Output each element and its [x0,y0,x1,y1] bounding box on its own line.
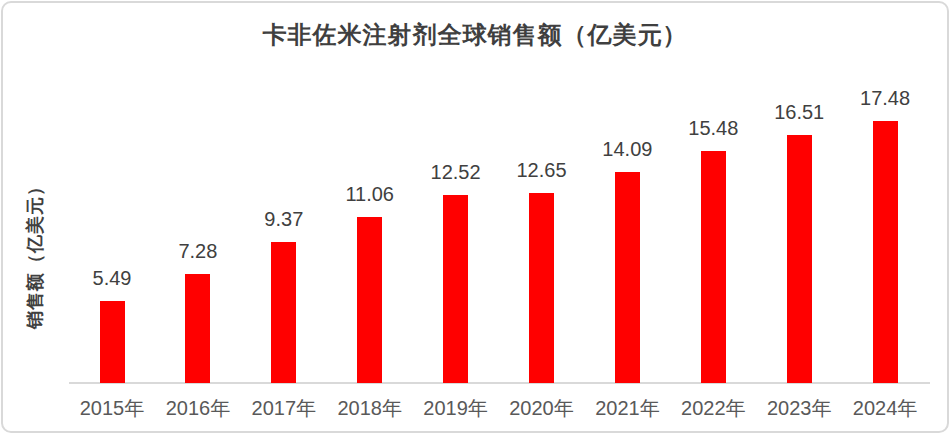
bar-value-label: 16.51 [754,101,844,123]
bar-2020年 [529,193,554,383]
x-tick-label: 2021年 [579,395,675,421]
x-tick-label: 2020年 [494,395,590,421]
plot-area: 5.49 2015年 7.28 2016年 9.37 2017年 11.06 2018年 12.… [3,3,947,431]
x-tick-label: 2019年 [408,395,504,421]
chart-card: 卡非佐米注射剂全球销售额（亿美元） 销售额（亿美元） 5.492015年7.28… [1,1,949,433]
x-tick-label: 2015年 [64,395,160,421]
bar-value-label: 17.48 [840,87,930,109]
bar-2016年 [185,274,210,383]
bar-value-label: 7.28 [153,240,243,262]
x-tick-label: 2023年 [751,395,847,421]
bar-2023年 [787,135,812,383]
x-tick-label: 2024年 [837,395,933,421]
bar-value-label: 15.48 [668,117,758,139]
bar-value-label: 12.65 [497,159,587,181]
bar-value-label: 12.52 [411,161,501,183]
x-tick-label: 2018年 [322,395,418,421]
x-tick-label: 2022年 [665,395,761,421]
bar-value-label: 14.09 [582,138,672,160]
bar-value-label: 11.06 [325,183,415,205]
bar-value-label: 5.49 [67,267,157,289]
bar-2019年 [443,195,468,383]
bar-2024年 [873,121,898,383]
bar-2015年 [100,301,125,383]
bar-2017年 [271,242,296,383]
bar-2018年 [357,217,382,383]
bar-2021年 [615,172,640,383]
x-tick-label: 2017年 [236,395,332,421]
bar-2022年 [701,151,726,383]
bar-value-label: 9.37 [239,208,329,230]
x-tick-label: 2016年 [150,395,246,421]
